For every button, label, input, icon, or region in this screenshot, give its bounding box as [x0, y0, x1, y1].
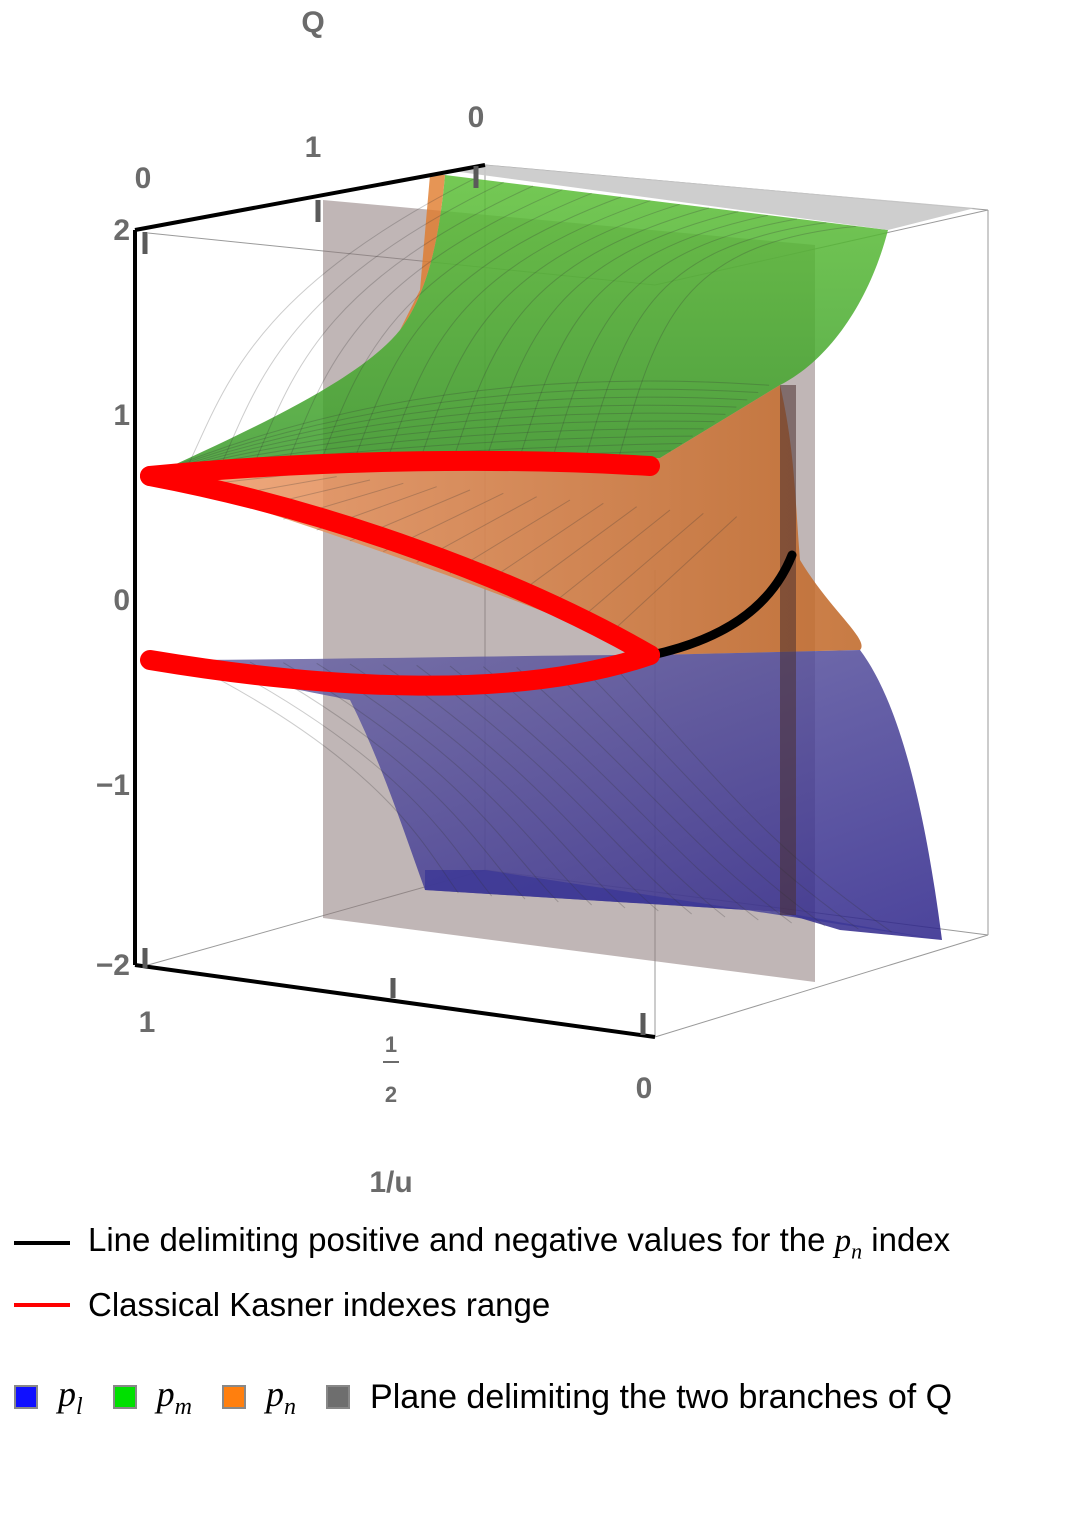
legend-surfaces: pl pm pn Plane delimiting the two branch… [14, 1373, 952, 1421]
mesh-line [149, 388, 759, 477]
plane-edge-strip [780, 385, 796, 915]
mesh-line [549, 509, 671, 606]
mesh-line [416, 203, 680, 470]
legend-red-line: Classical Kasner indexes range [14, 1285, 952, 1325]
mesh-line [316, 192, 592, 473]
z-tick-neg2: −2 [96, 949, 130, 982]
mesh-line [349, 196, 622, 472]
q-tick-0-left: 0 [135, 162, 152, 195]
swatch-plane-label: Plane delimiting the two branches of Q [370, 1377, 953, 1416]
z-tick-1: 1 [113, 399, 130, 432]
mesh-line [216, 660, 493, 897]
mesh-line [216, 181, 504, 475]
kasner-middle [140, 466, 660, 665]
mesh-line [249, 661, 526, 900]
mesh-line [282, 189, 563, 473]
swatch-plane [326, 1385, 351, 1410]
mesh-line [149, 396, 748, 477]
mesh-line [583, 512, 704, 617]
z-tick-neg1: −1 [96, 769, 130, 802]
mesh-line [582, 222, 827, 466]
mesh-line [482, 211, 739, 469]
mesh-line [549, 218, 798, 467]
mesh-line [149, 412, 726, 477]
x-tick-1: 1 [139, 1006, 156, 1039]
pm-top-sheet [445, 165, 975, 230]
legend-black-text: Line delimiting positive and negative va… [88, 1221, 951, 1264]
mesh-line [383, 664, 659, 912]
swatch-pn-label: pn [266, 1374, 297, 1421]
mesh-line [449, 207, 710, 469]
mesh-line [483, 666, 759, 921]
mesh-line [616, 668, 892, 933]
kasner-curves [140, 450, 660, 696]
mesh-line [516, 666, 792, 924]
q-tick-1: 1 [305, 131, 322, 164]
swatch-pm-label: pm [156, 1374, 193, 1421]
mesh-line [149, 404, 737, 477]
z-tick-2: 2 [113, 214, 130, 247]
mesh-line [582, 668, 859, 930]
swatch-pl-label: pl [58, 1374, 83, 1421]
x-axis-title: 1/u [369, 1166, 412, 1199]
x-tick-0: 0 [636, 1072, 653, 1105]
mesh-line [616, 225, 856, 465]
kasner-upper [140, 450, 660, 486]
swatch-pn [222, 1385, 247, 1410]
pn-surface [150, 385, 862, 655]
pn-upper-sheet [400, 175, 445, 330]
mesh-line [449, 665, 726, 918]
mesh-line [249, 185, 534, 474]
mesh-line [516, 214, 768, 468]
mesh-line [283, 662, 559, 903]
z-tick-0: 0 [113, 584, 130, 617]
legend: Line delimiting positive and negative va… [14, 1221, 952, 1421]
mesh-line [149, 380, 770, 477]
pl-surface [150, 650, 942, 940]
pl-bottom-sheet [425, 870, 942, 940]
mesh-line [183, 660, 459, 894]
x-tick-half: 1 2 [383, 1032, 399, 1107]
mesh-line [382, 200, 651, 471]
mesh-line [516, 506, 637, 596]
svg-text:1: 1 [385, 1032, 397, 1057]
tick-marks [142, 166, 646, 1035]
mesh-line [416, 664, 692, 915]
kasner-lower [140, 645, 660, 696]
q-axis-title: Q [301, 6, 324, 39]
pn-sign-curve [647, 550, 797, 660]
legend-red-text: Classical Kasner indexes range [88, 1286, 551, 1323]
swatch-pm [112, 1385, 137, 1410]
mesh-line [549, 667, 826, 927]
mesh-line [316, 662, 593, 906]
legend-red-swatch [14, 1303, 70, 1307]
mesh-line [349, 663, 626, 909]
pm-surface [150, 175, 888, 476]
mesh-line [182, 178, 475, 476]
surface-plot: 2 1 0 −1 −2 Q 0 1 0 1 1 2 0 1/u [96, 6, 989, 1199]
svg-text:2: 2 [385, 1082, 397, 1107]
mesh-line [616, 516, 738, 628]
mesh-line [483, 502, 604, 585]
front-frame [133, 163, 656, 1039]
swatch-pl [14, 1385, 38, 1410]
legend-black-line: Line delimiting positive and negative va… [14, 1221, 952, 1264]
legend-black-swatch [14, 1241, 70, 1245]
q-tick-0-right: 0 [468, 101, 485, 134]
